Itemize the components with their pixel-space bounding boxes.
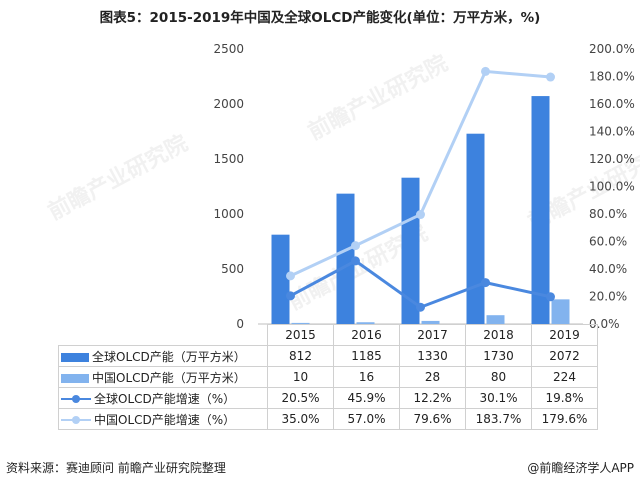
right-tick-label: 100.0% (589, 180, 635, 194)
bar-china (551, 299, 570, 324)
value-cell: 16 (333, 366, 400, 388)
value-cell: 10 (267, 366, 334, 388)
category-label: 2015 (267, 324, 334, 346)
value-cell: 20.5% (267, 387, 334, 409)
right-axis: 0.0%20.0%40.0%60.0%80.0%100.0%120.0%140.… (589, 42, 635, 331)
point-global-growth (351, 256, 360, 266)
point-china-growth (286, 271, 295, 281)
right-tick-label: 200.0% (589, 42, 635, 56)
right-tick-label: 40.0% (589, 262, 627, 276)
value-cell: 57.0% (333, 408, 400, 430)
bar-global (531, 96, 550, 324)
point-china-growth (416, 210, 425, 220)
table-corner (58, 324, 268, 346)
left-axis: 0 500 1000 1500 2000 2500 (213, 42, 244, 331)
left-tick-label: 1500 (213, 152, 244, 166)
line-global-growth (289, 259, 551, 309)
bar-china (421, 320, 440, 324)
bar-china (291, 322, 310, 324)
left-tick-label: 2000 (213, 97, 244, 111)
brand-credit: @前瞻经济学人APP (527, 461, 634, 475)
right-tick-label: 20.0% (589, 290, 627, 304)
series-name: 全球OLCD产能增速（%） (94, 391, 236, 406)
bar-china (356, 322, 375, 324)
point-global-growth (546, 292, 555, 302)
series-label: 中国OLCD产能（万平方米） (58, 366, 268, 388)
series-name: 中国OLCD产能（万平方米） (92, 370, 246, 385)
value-cell: 1185 (333, 345, 400, 367)
series-label: 全球OLCD产能（万平方米） (58, 345, 268, 367)
series-name: 中国OLCD产能增速（%） (94, 412, 236, 427)
footer: 资料来源：赛迪顾问 前瞻产业研究院整理 @前瞻经济学人APP (0, 459, 640, 477)
value-cell: 1330 (399, 345, 466, 367)
legend-key (61, 373, 89, 383)
bar-china (486, 315, 505, 324)
value-cell: 30.1% (465, 387, 532, 409)
point-global-growth (286, 291, 295, 301)
right-tick-label: 160.0% (589, 97, 635, 111)
bar-series (271, 96, 570, 324)
value-cell: 1730 (465, 345, 532, 367)
value-cell: 224 (531, 366, 598, 388)
left-tick-label: 1000 (213, 207, 244, 221)
point-global-growth (416, 302, 425, 312)
source-note: 资料来源：赛迪顾问 前瞻产业研究院整理 (6, 461, 226, 475)
value-cell: 812 (267, 345, 334, 367)
left-tick-label: 500 (221, 262, 244, 276)
point-china-growth (546, 72, 555, 82)
table-row: 中国OLCD产能（万平方米） 10 16 28 80 224 (58, 366, 598, 388)
legend-key (61, 415, 91, 425)
series-label: 中国OLCD产能增速（%） (58, 408, 268, 430)
left-tick-label: 0 (236, 317, 244, 331)
series-name: 全球OLCD产能（万平方米） (92, 349, 246, 364)
bar-global (466, 133, 485, 324)
table-row: 全球OLCD产能（万平方米） 812 1185 1330 1730 2072 (58, 345, 598, 367)
right-tick-label: 140.0% (589, 125, 635, 139)
point-china-growth (351, 241, 360, 251)
category-label: 2017 (399, 324, 466, 346)
bar-global (336, 193, 355, 324)
right-tick-label: 180.0% (589, 70, 635, 84)
value-cell: 35.0% (267, 408, 334, 430)
category-label: 2018 (465, 324, 532, 346)
value-cell: 179.6% (531, 408, 598, 430)
legend-key (61, 352, 89, 362)
value-cell: 2072 (531, 345, 598, 367)
legend-key (61, 394, 91, 404)
series-label: 全球OLCD产能增速（%） (58, 387, 268, 409)
chart-title: 图表5：2015-2019年中国及全球OLCD产能变化(单位：万平方米，%) (99, 10, 541, 26)
data-table: 2015 2016 2017 2018 2019 全球OLCD产能（万平方米） 812 118… (58, 324, 598, 430)
bar-global (271, 234, 290, 324)
table-header-row: 2015 2016 2017 2018 2019 (58, 324, 598, 346)
value-cell: 12.2% (399, 387, 466, 409)
right-tick-label: 80.0% (589, 207, 627, 221)
value-cell: 79.6% (399, 408, 466, 430)
line-series (286, 66, 555, 312)
point-global-growth (481, 278, 490, 288)
value-cell: 183.7% (465, 408, 532, 430)
left-tick-label: 2500 (213, 42, 244, 56)
category-label: 2016 (333, 324, 400, 346)
right-tick-label: 60.0% (589, 235, 627, 249)
value-cell: 28 (399, 366, 466, 388)
category-label: 2019 (531, 324, 598, 346)
value-cell: 45.9% (333, 387, 400, 409)
point-china-growth (481, 66, 490, 76)
line-china-growth (289, 69, 551, 278)
value-cell: 19.8% (531, 387, 598, 409)
right-tick-label: 120.0% (589, 152, 635, 166)
value-cell: 80 (465, 366, 532, 388)
table-row: 全球OLCD产能增速（%） 20.5% 45.9% 12.2% 30.1% 19.8% (58, 387, 598, 409)
bar-global (401, 177, 420, 324)
table-row: 中国OLCD产能增速（%） 35.0% 57.0% 79.6% 183.7% 179.6% (58, 408, 598, 430)
